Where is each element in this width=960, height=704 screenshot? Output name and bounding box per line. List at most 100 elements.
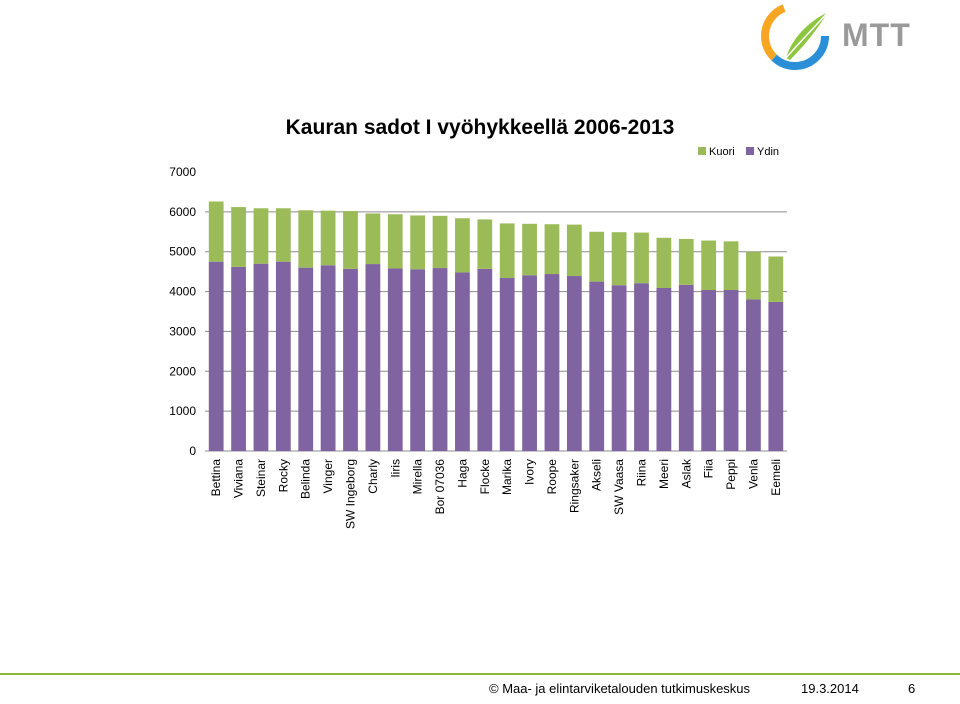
footer-date: 19.3.2014 bbox=[801, 681, 859, 696]
x-tick-label: SW Ingeborg bbox=[344, 459, 358, 529]
x-tick-label: Meeri bbox=[657, 459, 671, 489]
bar-ydin bbox=[611, 285, 627, 451]
bar-kuori bbox=[387, 214, 403, 269]
bar-ydin bbox=[522, 275, 537, 451]
y-axis: 0 1000 2000 3000 4000 5000 6000 7000 bbox=[169, 165, 196, 458]
footer-copyright: © Maa- ja elintarviketalouden tutkimuske… bbox=[489, 681, 751, 696]
bar-kuori bbox=[298, 210, 314, 268]
bars bbox=[208, 201, 784, 451]
legend: Kuori Ydin bbox=[698, 146, 779, 158]
chart-title: Kauran sadot I vyöhykkeellä 2006-2013 bbox=[285, 116, 675, 139]
bar-kuori bbox=[253, 208, 269, 264]
x-tick-label: Fiia bbox=[702, 459, 716, 479]
bar-kuori bbox=[768, 256, 784, 302]
bar-kuori bbox=[275, 208, 291, 262]
bar-ydin bbox=[320, 265, 336, 451]
x-tick-label: Akseli bbox=[590, 459, 604, 491]
x-tick-label: Flocke bbox=[478, 459, 492, 495]
x-tick-label: Charly bbox=[366, 459, 380, 494]
bar-kuori bbox=[410, 215, 426, 270]
x-tick-label: Roope bbox=[545, 459, 559, 495]
bar-ydin bbox=[387, 268, 403, 451]
bar-ydin bbox=[253, 263, 269, 451]
x-tick-label: Rocky bbox=[276, 459, 290, 492]
bar-kuori bbox=[701, 240, 717, 290]
y-tick-label: 4000 bbox=[169, 285, 196, 299]
y-tick-label: 0 bbox=[189, 444, 196, 458]
bar-kuori bbox=[746, 251, 761, 300]
bar-ydin bbox=[365, 264, 381, 451]
bar-ydin bbox=[343, 268, 358, 451]
x-tick-label: Aslak bbox=[679, 458, 693, 488]
bar-ydin bbox=[634, 283, 649, 451]
bar-ydin bbox=[701, 289, 717, 451]
bar-kuori bbox=[723, 241, 739, 290]
x-tick-label: Bettina bbox=[209, 459, 223, 497]
logo-wordmark: MTT bbox=[842, 20, 911, 50]
stacked-bar-chart: 0 1000 2000 3000 4000 5000 6000 7000 Bettina Viv… bbox=[169, 146, 787, 529]
bar-ydin bbox=[477, 268, 493, 451]
bar-ydin bbox=[432, 268, 448, 451]
legend-label-kuori: Kuori bbox=[709, 146, 735, 158]
y-tick-label: 1000 bbox=[169, 404, 196, 418]
footer: © Maa- ja elintarviketalouden tutkimuske… bbox=[0, 673, 960, 704]
bar-ydin bbox=[589, 281, 605, 451]
bar-kuori bbox=[634, 232, 649, 284]
x-tick-label: Viviana bbox=[232, 459, 246, 498]
legend-label-ydin: Ydin bbox=[757, 146, 779, 158]
x-axis: Bettina Viviana Steinar Rocky Belinda Vinger S… bbox=[209, 458, 783, 529]
legend-swatch-ydin bbox=[746, 147, 754, 155]
bar-ydin bbox=[231, 266, 246, 451]
x-tick-label: Bor 07036 bbox=[433, 459, 447, 515]
logo-ring-orange bbox=[761, 2, 829, 70]
bar-ydin bbox=[298, 267, 314, 451]
bar-kuori bbox=[522, 223, 537, 276]
y-tick-label: 3000 bbox=[169, 324, 196, 338]
y-tick-label: 5000 bbox=[169, 245, 196, 259]
bar-ydin bbox=[746, 299, 761, 451]
y-tick-label: 2000 bbox=[169, 364, 196, 378]
bar-kuori bbox=[589, 231, 605, 282]
bar-ydin bbox=[768, 301, 784, 451]
bar-ydin bbox=[544, 274, 560, 451]
footer-page-number: 6 bbox=[908, 681, 916, 696]
x-tick-label: Riina bbox=[635, 459, 649, 487]
x-tick-label: Iiris bbox=[388, 459, 402, 478]
bar-kuori bbox=[544, 224, 560, 275]
x-tick-label: Belinda bbox=[299, 459, 313, 499]
x-tick-label: Mirella bbox=[411, 459, 425, 495]
x-tick-label: Steinar bbox=[254, 459, 268, 497]
bar-kuori bbox=[365, 213, 381, 265]
bar-kuori bbox=[477, 219, 493, 269]
bar-kuori bbox=[432, 215, 448, 269]
bar-kuori bbox=[611, 232, 627, 286]
x-tick-label: Peppi bbox=[724, 459, 738, 490]
bar-kuori bbox=[208, 201, 224, 262]
bar-kuori bbox=[678, 238, 694, 285]
bar-ydin bbox=[566, 276, 582, 451]
mtt-logo-text: MTT bbox=[842, 17, 932, 55]
y-tick-label: 7000 bbox=[169, 165, 196, 179]
x-tick-label: Venla bbox=[746, 459, 760, 489]
bar-kuori bbox=[231, 207, 246, 267]
y-tick-label: 6000 bbox=[169, 205, 196, 219]
x-tick-label: Ivory bbox=[523, 459, 537, 485]
mtt-logo bbox=[756, 0, 956, 85]
x-tick-label: SW Vaasa bbox=[612, 459, 626, 515]
bar-kuori bbox=[499, 223, 515, 279]
x-tick-label: Eemeli bbox=[769, 459, 783, 496]
x-tick-label: Haga bbox=[455, 459, 469, 488]
bar-kuori bbox=[320, 210, 336, 266]
bar-ydin bbox=[499, 278, 515, 451]
bar-ydin bbox=[723, 289, 739, 451]
bar-kuori bbox=[656, 237, 672, 288]
x-tick-label: Ringsaker bbox=[567, 459, 581, 513]
bar-ydin bbox=[208, 261, 224, 451]
bar-ydin bbox=[410, 269, 426, 451]
gridlines bbox=[205, 211, 787, 452]
bar-kuori bbox=[566, 224, 582, 277]
bar-kuori bbox=[455, 218, 470, 273]
bar-kuori bbox=[343, 211, 358, 269]
bar-ydin bbox=[678, 284, 694, 451]
x-tick-label: Marika bbox=[500, 459, 514, 495]
